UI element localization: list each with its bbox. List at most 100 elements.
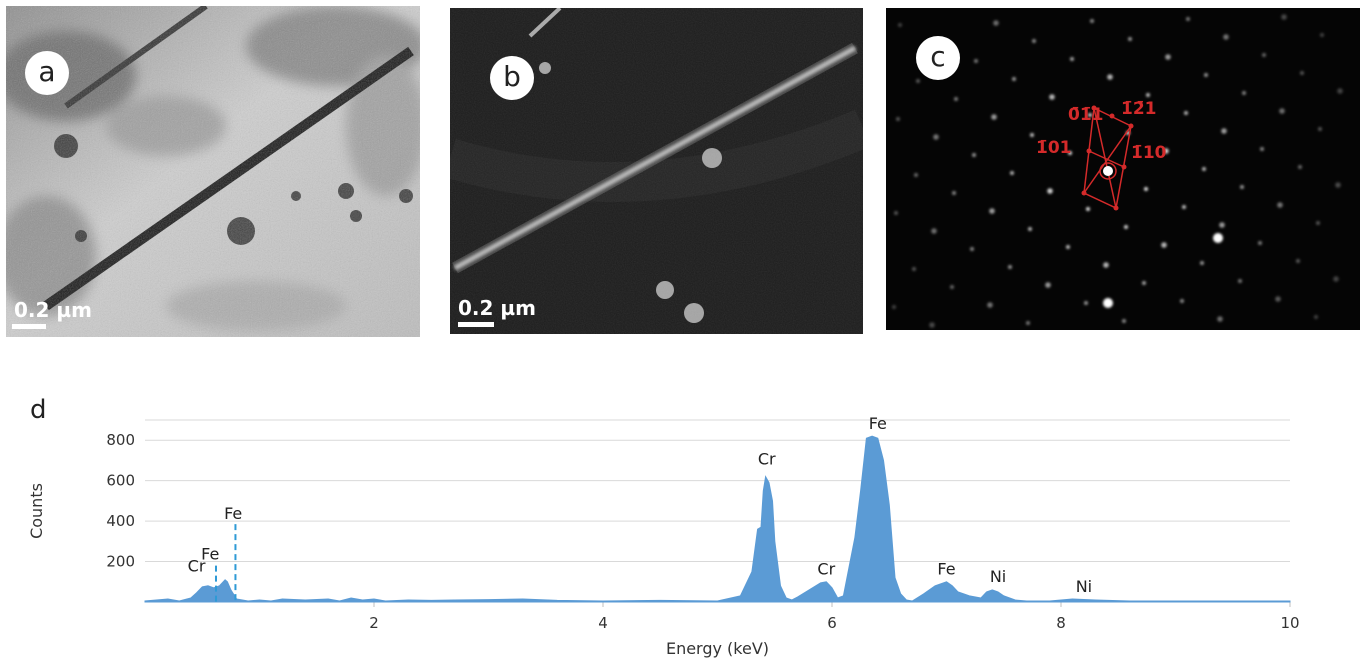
- panel-b-dark-field-image: b 0.2 µm: [450, 8, 863, 334]
- diffraction-spot: [1068, 151, 1072, 155]
- diffraction-spot: [1318, 127, 1322, 131]
- diffraction-spot: [1090, 19, 1094, 23]
- diffraction-spot: [1281, 14, 1287, 20]
- diffraction-spot: [1221, 128, 1227, 134]
- diffraction-spot: [1333, 276, 1339, 282]
- diffraction-spot: [1026, 321, 1030, 325]
- diffraction-spot: [1030, 133, 1034, 137]
- diffraction-spot: [1277, 202, 1283, 208]
- peak-label: Fe: [869, 414, 887, 433]
- diffraction-spot: [1165, 54, 1171, 60]
- diffraction-spot: [972, 153, 976, 157]
- diffraction-spot: [892, 305, 896, 309]
- diffraction-spot: [1144, 187, 1148, 191]
- x-axis-title: Energy (keV): [666, 639, 769, 658]
- diffraction-spot: [1049, 94, 1055, 100]
- x-tick-label: 2: [369, 614, 379, 632]
- diffraction-spot: [1182, 205, 1186, 209]
- diffraction-spot: [912, 267, 916, 271]
- panel-a-scale-text: 0.2 µm: [14, 298, 92, 322]
- index-label-2: 1̄2̄1: [1121, 99, 1157, 119]
- diffraction-spot: [1260, 147, 1264, 151]
- y-tick-label: 800: [106, 431, 135, 449]
- diffraction-spot: [1070, 57, 1074, 61]
- diffraction-spot: [952, 191, 956, 195]
- diffraction-spot: [1275, 296, 1281, 302]
- diffraction-spot: [1200, 261, 1204, 265]
- diffraction-spot: [1066, 245, 1070, 249]
- y-tick-label: 200: [106, 553, 135, 571]
- diffraction-spot: [1202, 167, 1206, 171]
- spectrum-area-layer: [144, 435, 1291, 603]
- diffraction-spot: [896, 117, 900, 121]
- diffraction-spot: [1161, 242, 1167, 248]
- diffraction-spot: [1300, 71, 1304, 75]
- diffraction-spot: [1142, 281, 1146, 285]
- diffraction-spot: [1010, 171, 1014, 175]
- diffraction-spot: [1262, 53, 1266, 57]
- diffraction-spot: [914, 173, 918, 177]
- diffraction-spot: [954, 97, 958, 101]
- diffraction-spot: [1335, 182, 1341, 188]
- panel-b-scale-bar: [458, 322, 494, 327]
- y-tick-label: 400: [106, 512, 135, 530]
- diffraction-spot: [987, 302, 993, 308]
- diffraction-spot: [1032, 39, 1036, 43]
- peak-label: Ni: [990, 567, 1006, 586]
- diffraction-spot: [1146, 93, 1150, 97]
- diffraction-spot-bright: [1103, 298, 1113, 308]
- peak-label: Fe: [937, 560, 955, 579]
- diffraction-spot: [1163, 148, 1169, 154]
- diffraction-spot: [1240, 185, 1244, 189]
- index-label-1: 0̄1̄1: [1068, 105, 1104, 125]
- y-axis-title: Counts: [27, 483, 46, 539]
- diffraction-spot: [1258, 241, 1262, 245]
- diffraction-spot: [894, 211, 898, 215]
- diffraction-spot: [931, 228, 937, 234]
- diffraction-spot: [1184, 111, 1188, 115]
- diffraction-spot: [1204, 73, 1208, 77]
- diffraction-spot: [989, 208, 995, 214]
- diffraction-spot: [1242, 91, 1246, 95]
- diffraction-spot: [950, 285, 954, 289]
- panel-a-label: a: [25, 51, 69, 95]
- diffraction-spot: [1107, 74, 1113, 80]
- diffraction-spot: [1012, 77, 1016, 81]
- diffraction-spot: [1180, 299, 1184, 303]
- index-label-4: 1̄10: [1131, 143, 1167, 163]
- fe-l-line-markers: [214, 524, 237, 602]
- y-tick-label: 600: [106, 472, 135, 490]
- diffraction-spot: [1314, 315, 1318, 319]
- panel-a-scale-bar: [12, 324, 46, 329]
- x-tick-labels: 2 4 6 8 10: [369, 602, 1300, 632]
- x-tick-label: 6: [827, 614, 837, 632]
- diffraction-spot: [1217, 316, 1223, 322]
- diffraction-spot: [1219, 222, 1225, 228]
- diffraction-spot: [1028, 227, 1032, 231]
- diffraction-spot: [1103, 262, 1109, 268]
- diffraction-spot: [1186, 17, 1190, 21]
- peak-label: Cr: [817, 560, 835, 579]
- diffraction-spot: [1122, 319, 1126, 323]
- diffraction-spot: [1124, 225, 1128, 229]
- diffraction-spot: [1298, 165, 1302, 169]
- diffraction-spot: [1086, 207, 1090, 211]
- diffraction-spot: [993, 20, 999, 26]
- diffraction-spot: [1337, 88, 1343, 94]
- diffraction-spot: [991, 114, 997, 120]
- diffraction-spot: [898, 23, 902, 27]
- peak-label: Fe: [224, 504, 242, 523]
- spectrum-area: [144, 435, 1291, 603]
- peak-label: Cr: [758, 449, 776, 468]
- x-tick-label: 4: [598, 614, 608, 632]
- diffraction-spot-bright: [1213, 233, 1223, 243]
- panel-a-bright-field-image: a 0.2 µm: [6, 6, 420, 337]
- peak-label: Cr: [188, 557, 206, 576]
- diffraction-spot: [916, 79, 920, 83]
- panel-c-label: c: [916, 36, 960, 80]
- diffraction-spot: [929, 322, 935, 328]
- diffraction-spot: [1045, 282, 1051, 288]
- peak-label: Fe: [201, 545, 219, 564]
